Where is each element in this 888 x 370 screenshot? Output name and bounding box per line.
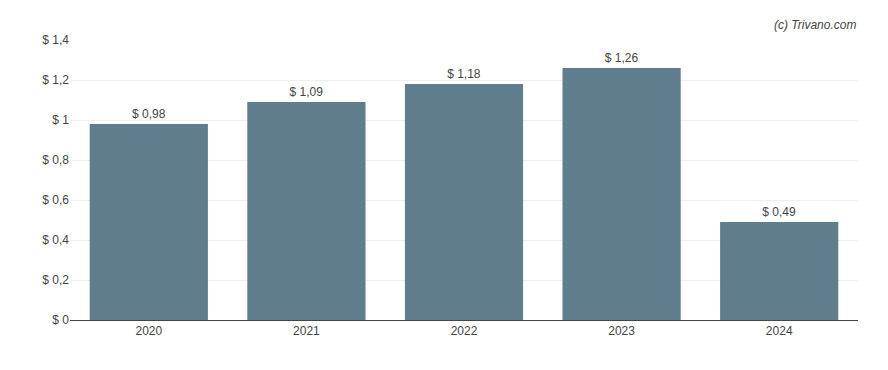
svg-text:$ 0,2: $ 0,2	[42, 273, 69, 287]
svg-text:2023: 2023	[608, 324, 635, 338]
svg-text:$ 1: $ 1	[52, 113, 69, 127]
svg-text:$ 1,18: $ 1,18	[447, 67, 481, 81]
svg-text:$ 0,6: $ 0,6	[42, 193, 69, 207]
svg-text:2024: 2024	[766, 324, 793, 338]
svg-text:$ 0,8: $ 0,8	[42, 153, 69, 167]
svg-text:$ 0,4: $ 0,4	[42, 233, 69, 247]
svg-text:$ 1,4: $ 1,4	[42, 33, 69, 47]
svg-text:$ 0: $ 0	[52, 313, 69, 327]
svg-text:2022: 2022	[451, 324, 478, 338]
svg-text:$ 1,09: $ 1,09	[290, 85, 324, 99]
svg-text:2020: 2020	[135, 324, 162, 338]
svg-text:$ 1,2: $ 1,2	[42, 73, 69, 87]
svg-text:$ 0,49: $ 0,49	[762, 205, 796, 219]
svg-text:$ 0,98: $ 0,98	[132, 107, 166, 121]
svg-text:(c) Trivano.com: (c) Trivano.com	[774, 18, 856, 32]
svg-text:$ 1,26: $ 1,26	[605, 51, 639, 65]
svg-text:2021: 2021	[293, 324, 320, 338]
